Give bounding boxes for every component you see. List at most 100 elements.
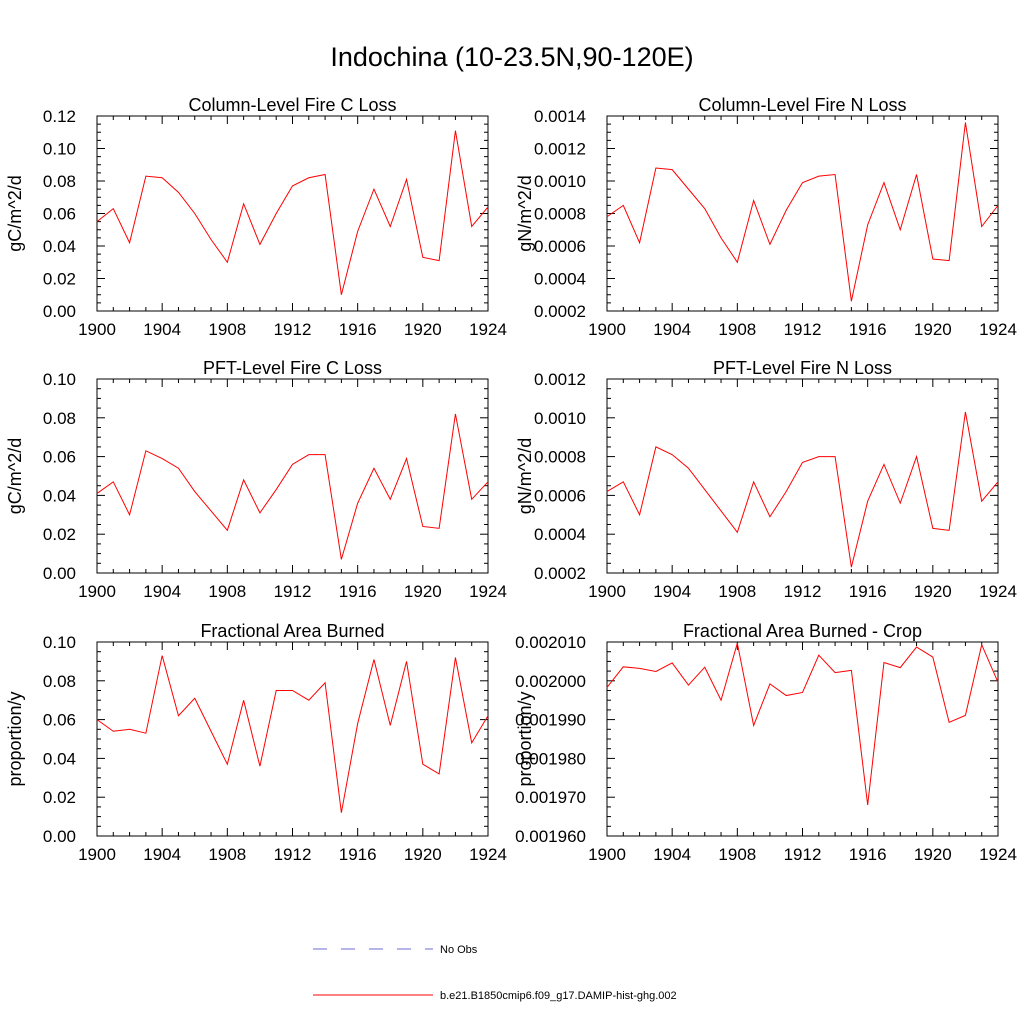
y-tick-label: 0.06 [43,448,76,467]
x-tick-label: 1920 [404,320,442,339]
x-tick-label: 1920 [404,582,442,601]
x-tick-label: 1924 [979,582,1017,601]
y-tick-label: 0.10 [43,140,76,159]
x-tick-label: 1908 [208,845,246,864]
y-tick-label: 0.00 [43,302,76,321]
y-tick-label: 0.0010 [534,409,586,428]
y-tick-label: 0.0004 [534,525,586,544]
x-tick-label: 1900 [78,582,116,601]
x-tick-label: 1916 [849,582,887,601]
x-tick-label: 1924 [979,320,1017,339]
x-tick-label: 1916 [849,845,887,864]
x-tick-label: 1900 [78,845,116,864]
y-tick-label: 0.0006 [534,486,586,505]
legend: No Obs b.e21.B1850cmip6.f09_g17.DAMIP-hi… [313,944,677,1002]
y-axis-label: gN/m^2/d [515,438,535,514]
x-tick-label: 1920 [914,582,952,601]
figure-title: Indochina (10-23.5N,90-120E) [330,42,693,72]
panel-title: PFT-Level Fire C Loss [203,358,382,378]
y-tick-label: 0.001980 [515,749,586,768]
x-tick-label: 1924 [469,582,507,601]
y-tick-label: 0.12 [43,107,76,126]
y-axis-label: proportion/y [5,691,25,786]
y-tick-label: 0.0012 [534,140,586,159]
y-tick-label: 0.0006 [534,237,586,256]
x-tick-label: 1920 [404,845,442,864]
x-tick-label: 1900 [588,320,626,339]
x-tick-label: 1904 [143,582,181,601]
chart-panel-4: PFT-Level Fire N Loss gN/m^2/d 1900 1904 190… [515,358,1017,601]
y-axis-label: gC/m^2/d [5,175,25,251]
series-line-1 [96,655,489,813]
x-tick-label: 1904 [143,320,181,339]
chart-panel-3: PFT-Level Fire C Loss gC/m^2/d 1900 1904 190… [5,358,507,601]
y-tick-label: 0.002010 [515,633,586,652]
panel-title: Column-Level Fire N Loss [698,95,906,115]
x-tick-label: 1908 [718,582,756,601]
plot-frame [96,641,489,837]
y-tick-label: 0.0014 [534,107,586,126]
x-tick-label: 1912 [274,320,312,339]
y-axis-label: gC/m^2/d [5,438,25,514]
legend-label-obs: No Obs [440,944,478,956]
x-tick-label: 1912 [274,845,312,864]
x-tick-label: 1924 [469,320,507,339]
plot-frame [96,378,489,574]
y-tick-label: 0.04 [43,486,76,505]
x-tick-label: 1916 [339,320,377,339]
plot-frame [606,378,999,574]
y-tick-label: 0.02 [43,525,76,544]
chart-panel-2: Column-Level Fire N Loss gN/m^2/d 1900 1904… [515,95,1017,339]
x-tick-label: 1908 [718,845,756,864]
y-tick-label: 0.04 [43,749,76,768]
x-tick-label: 1900 [588,582,626,601]
panel-title: PFT-Level Fire N Loss [713,358,892,378]
y-tick-label: 0.00 [43,827,76,846]
x-tick-label: 1908 [208,320,246,339]
y-tick-label: 0.0004 [534,270,586,289]
y-tick-label: 0.001990 [515,711,586,730]
panel-title: Column-Level Fire C Loss [188,95,396,115]
x-tick-label: 1904 [653,320,691,339]
x-tick-label: 1916 [339,582,377,601]
y-axis-label: proportion/y [515,691,535,786]
x-tick-label: 1912 [784,582,822,601]
y-tick-label: 0.04 [43,237,76,256]
x-tick-label: 1904 [653,582,691,601]
panel-title: Fractional Area Burned - Crop [683,621,922,641]
x-tick-label: 1920 [914,320,952,339]
x-tick-label: 1912 [784,845,822,864]
y-tick-label: 0.001970 [515,788,586,807]
series-line-1 [96,130,489,295]
y-tick-label: 0.02 [43,788,76,807]
y-tick-label: 0.001960 [515,827,586,846]
x-tick-label: 1920 [914,845,952,864]
y-tick-label: 0.10 [43,370,76,389]
series-line-1 [96,413,489,560]
x-tick-label: 1916 [849,320,887,339]
x-tick-label: 1904 [143,845,181,864]
x-tick-label: 1908 [208,582,246,601]
y-tick-label: 0.0008 [534,448,586,467]
x-tick-label: 1912 [274,582,312,601]
x-tick-label: 1912 [784,320,822,339]
x-tick-label: 1904 [653,845,691,864]
y-tick-label: 0.0002 [534,302,586,321]
series-line-1 [606,122,999,302]
y-tick-label: 0.002000 [515,672,586,691]
y-tick-label: 0.0008 [534,205,586,224]
y-axis-label: gN/m^2/d [515,175,535,251]
plot-frame [606,641,999,837]
plot-frame [96,115,489,312]
x-tick-label: 1924 [979,845,1017,864]
chart-panel-6: Fractional Area Burned - Crop proportion/… [515,621,1017,864]
chart-panel-1: Column-Level Fire C Loss gC/m^2/d 1900 1904… [5,95,507,339]
panel-title: Fractional Area Burned [200,621,384,641]
y-tick-label: 0.00 [43,564,76,583]
y-tick-label: 0.10 [43,633,76,652]
x-tick-label: 1916 [339,845,377,864]
y-tick-label: 0.02 [43,270,76,289]
x-tick-label: 1908 [718,320,756,339]
